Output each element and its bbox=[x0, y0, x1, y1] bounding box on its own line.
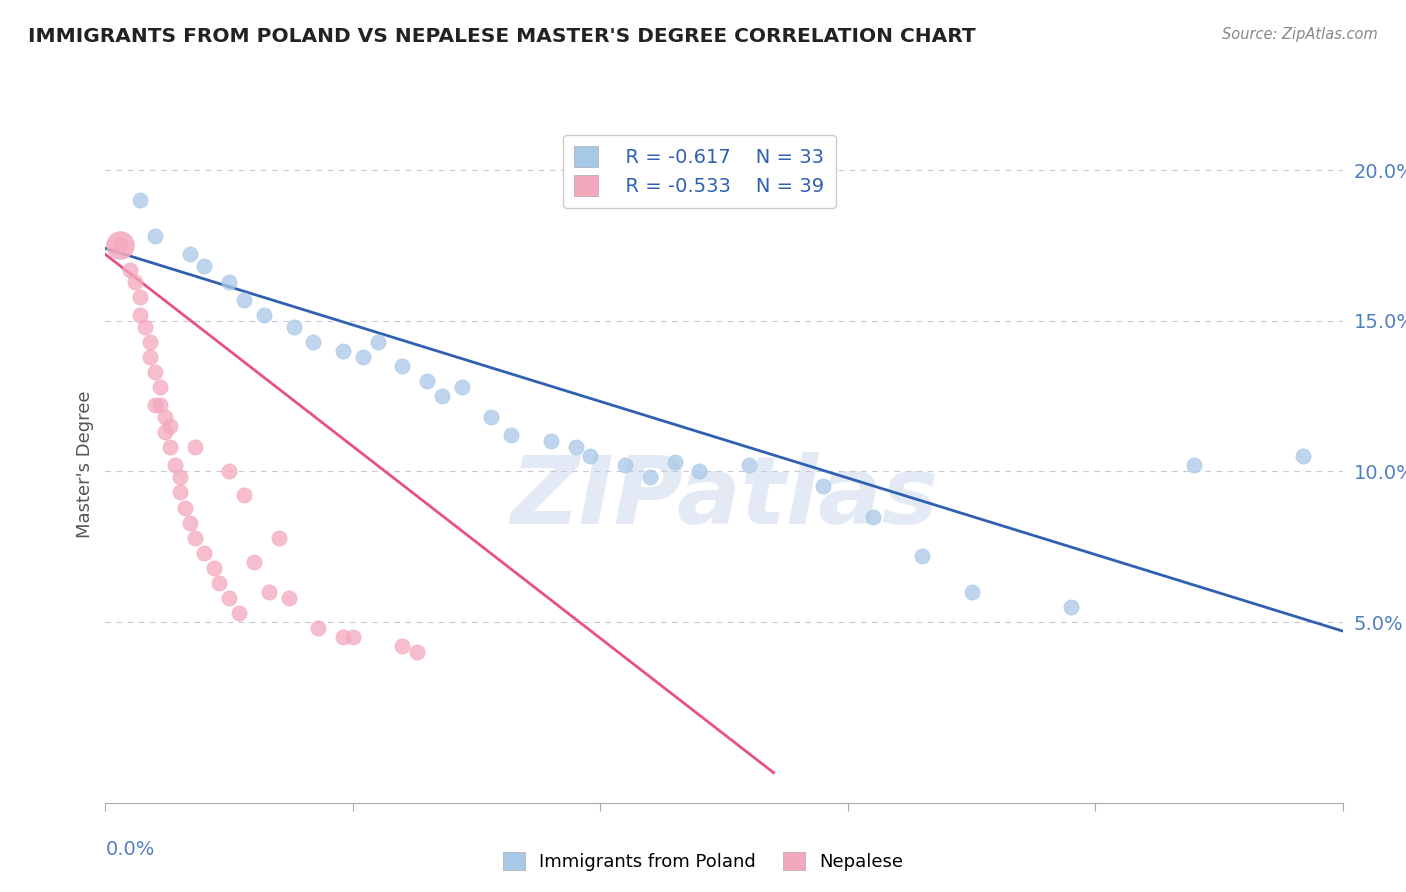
Point bbox=[169, 485, 191, 500]
Point bbox=[811, 479, 834, 493]
Point bbox=[253, 308, 276, 322]
Point bbox=[193, 546, 215, 560]
Point bbox=[129, 193, 152, 207]
Point bbox=[960, 585, 983, 599]
Point bbox=[159, 440, 181, 454]
Point bbox=[1059, 599, 1081, 614]
Point bbox=[159, 419, 181, 434]
Point bbox=[173, 500, 195, 515]
Point bbox=[416, 374, 439, 388]
Point bbox=[1182, 458, 1205, 473]
Point bbox=[352, 350, 374, 364]
Point bbox=[302, 334, 325, 349]
Point bbox=[179, 247, 201, 261]
Point bbox=[664, 455, 686, 469]
Text: ZIPatlas: ZIPatlas bbox=[510, 451, 938, 544]
Text: 0.0%: 0.0% bbox=[105, 840, 155, 859]
Point bbox=[243, 555, 266, 569]
Point bbox=[579, 450, 602, 464]
Point bbox=[129, 290, 152, 304]
Point bbox=[391, 639, 413, 653]
Point bbox=[183, 531, 205, 545]
Text: Source: ZipAtlas.com: Source: ZipAtlas.com bbox=[1222, 27, 1378, 42]
Point bbox=[149, 398, 172, 412]
Point bbox=[149, 380, 172, 394]
Point bbox=[193, 260, 215, 274]
Point bbox=[332, 630, 354, 644]
Legend: Immigrants from Poland, Nepalese: Immigrants from Poland, Nepalese bbox=[496, 846, 910, 879]
Point bbox=[153, 425, 176, 440]
Point bbox=[267, 531, 290, 545]
Point bbox=[139, 334, 162, 349]
Point bbox=[564, 440, 586, 454]
Point bbox=[283, 319, 305, 334]
Point bbox=[120, 262, 142, 277]
Point bbox=[134, 319, 156, 334]
Point bbox=[208, 575, 231, 590]
Point bbox=[406, 645, 429, 659]
Point bbox=[110, 238, 132, 252]
Point bbox=[430, 389, 453, 403]
Point bbox=[218, 464, 240, 478]
Point bbox=[738, 458, 761, 473]
Point bbox=[163, 458, 186, 473]
Point bbox=[153, 410, 176, 425]
Point bbox=[277, 591, 299, 605]
Point bbox=[481, 410, 503, 425]
Point bbox=[139, 350, 162, 364]
Point bbox=[862, 509, 884, 524]
Point bbox=[143, 398, 166, 412]
Point bbox=[233, 488, 256, 502]
Point bbox=[183, 440, 205, 454]
Point bbox=[110, 238, 132, 252]
Legend:   R = -0.617    N = 33,   R = -0.533    N = 39: R = -0.617 N = 33, R = -0.533 N = 39 bbox=[562, 135, 837, 208]
Point bbox=[540, 434, 562, 449]
Point bbox=[233, 293, 256, 307]
Point bbox=[129, 308, 152, 322]
Point bbox=[202, 561, 225, 575]
Point bbox=[143, 229, 166, 244]
Point bbox=[367, 334, 389, 349]
Point bbox=[179, 516, 201, 530]
Point bbox=[169, 470, 191, 484]
Point bbox=[1292, 450, 1315, 464]
Point bbox=[501, 428, 523, 442]
Point bbox=[342, 630, 364, 644]
Point bbox=[450, 380, 472, 394]
Y-axis label: Master's Degree: Master's Degree bbox=[76, 390, 94, 538]
Point bbox=[228, 606, 250, 620]
Point bbox=[307, 621, 329, 635]
Point bbox=[218, 275, 240, 289]
Point bbox=[911, 549, 934, 563]
Point bbox=[218, 591, 240, 605]
Point bbox=[124, 275, 146, 289]
Point bbox=[257, 585, 280, 599]
Text: IMMIGRANTS FROM POLAND VS NEPALESE MASTER'S DEGREE CORRELATION CHART: IMMIGRANTS FROM POLAND VS NEPALESE MASTE… bbox=[28, 27, 976, 45]
Point bbox=[143, 365, 166, 379]
Point bbox=[391, 359, 413, 373]
Point bbox=[688, 464, 710, 478]
Point bbox=[332, 343, 354, 358]
Point bbox=[614, 458, 637, 473]
Point bbox=[638, 470, 661, 484]
